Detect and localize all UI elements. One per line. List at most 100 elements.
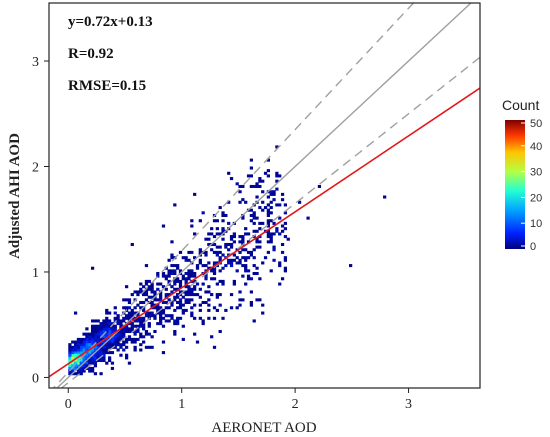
density-bin [227,171,231,175]
density-bin [88,369,92,373]
density-bin [167,279,171,283]
density-bin [258,177,262,181]
density-bin [238,240,242,244]
density-bin [278,261,282,265]
density-bin [96,343,100,347]
density-bin [167,293,171,297]
density-bin [79,361,83,365]
density-bin [190,250,194,254]
density-bin [122,348,126,352]
density-bin [275,145,279,149]
density-bin [119,353,123,357]
density-bin [275,227,279,231]
density-bin [261,303,265,307]
x-tick-label: 0 [65,397,72,412]
density-bin [218,293,222,297]
density-bin [85,327,89,331]
density-bin [227,253,231,257]
density-bin [232,253,236,257]
density-bin [255,245,259,249]
density-bin [229,306,234,310]
density-bin [269,192,273,196]
density-bin [99,329,103,334]
density-bin [184,271,188,276]
upper-error-envelope-line [52,3,415,388]
density-bin [82,356,86,360]
density-bin [127,327,132,331]
density-bin [136,314,140,318]
density-bin [215,250,219,254]
density-bin [184,290,188,294]
density-bin [88,343,92,347]
density-bin [283,235,288,239]
density-bin [85,348,89,352]
density-bin [173,322,177,326]
density-bin [212,277,217,281]
density-bin [73,361,78,365]
density-bin [136,329,140,334]
density-bin [90,337,95,341]
density-bin [127,311,132,315]
density-bin [224,213,228,217]
density-bin [232,282,236,286]
density-bin [147,285,151,289]
density-bin [71,353,75,357]
density-bin [76,358,81,363]
density-bin [110,361,115,365]
density-bin [147,345,151,349]
density-bin [193,316,197,320]
density-bin [139,287,143,291]
density-bin [218,250,222,254]
density-bin [156,306,160,310]
density-bin [272,192,276,196]
density-bin [142,324,146,328]
density-bin [144,264,149,268]
density-bin [190,287,194,291]
density-bin [90,329,95,334]
density-bin [207,298,211,302]
density-bin [90,335,95,339]
density-bin [184,300,188,305]
density-bin [124,314,129,318]
density-bin [71,364,75,368]
density-bin [88,358,92,363]
density-bin [68,345,72,349]
density-bin [244,264,248,268]
density-bin [212,219,217,223]
density-bin [269,190,273,194]
density-bin [221,219,225,223]
density-bin [170,316,174,320]
density-bin [93,329,98,334]
density-bin [167,258,171,262]
density-bin [193,271,197,276]
density-bin [275,174,279,178]
density-bin [156,287,160,291]
density-bin [266,208,271,212]
density-bin [144,279,149,283]
density-bin [153,290,157,294]
density-bin [164,314,168,318]
density-bin [124,345,129,349]
density-bin [252,248,256,252]
density-bin [215,295,219,299]
density-bin [96,332,100,336]
equation-annotation: y=0.72x+0.13 [68,14,153,30]
density-bin [272,245,276,249]
density-bin [229,258,234,262]
density-bin [93,353,98,357]
density-bin [110,322,115,326]
density-bin [266,221,271,225]
density-bin [252,213,256,217]
density-bin [246,269,251,273]
density-bin [221,227,225,231]
density-bin [204,277,208,281]
density-bin [161,274,166,278]
density-bin [178,303,183,307]
density-bin [221,316,225,320]
density-bin [227,261,231,265]
density-bin [190,274,194,278]
density-bin [173,271,177,276]
density-bin [266,169,271,173]
density-bin [85,364,89,368]
